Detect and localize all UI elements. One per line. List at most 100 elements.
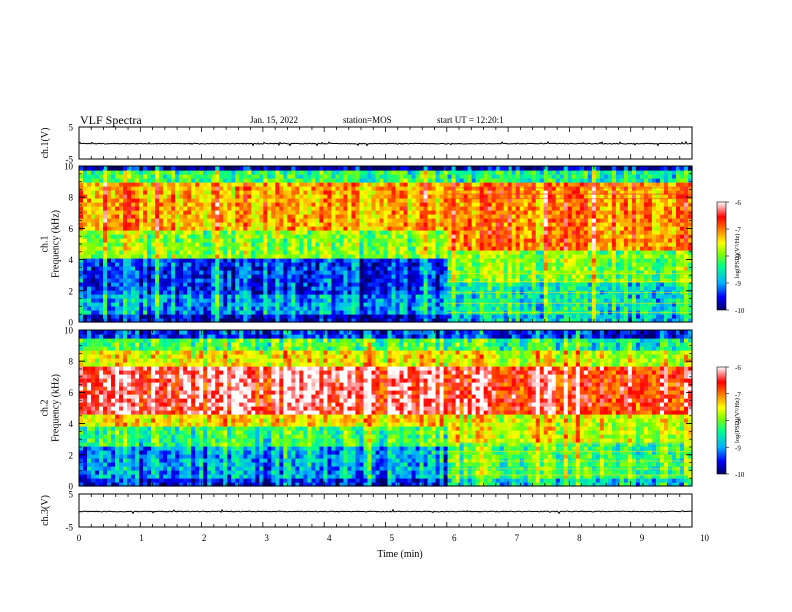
spectrogram-cell [159, 298, 164, 303]
spectrogram-cell [363, 302, 369, 307]
spectrogram-cell [583, 170, 589, 175]
spectrogram-cell [251, 258, 256, 263]
spectrogram-cell [231, 206, 236, 211]
spectrogram-cell [135, 234, 140, 239]
spectrogram-cell [143, 262, 148, 267]
spectrogram-cell [447, 294, 453, 299]
spectrogram-cell [551, 170, 557, 175]
spectrogram-cell [535, 230, 541, 235]
spectrogram-cell [479, 242, 485, 247]
spectrogram-cell [267, 298, 272, 303]
spectrogram-cell [279, 190, 284, 195]
spectrogram-cell [359, 310, 365, 315]
spectrogram-cell [295, 174, 300, 179]
spectrogram-cell [375, 270, 381, 275]
spectrogram-cell [587, 214, 593, 219]
spectrogram-cell [155, 290, 160, 295]
spectrogram-cell [571, 190, 577, 195]
spectrogram-cell [179, 194, 184, 199]
spectrogram-cell [395, 302, 401, 307]
spectrogram-cell [443, 274, 449, 279]
spectrogram-cell [163, 194, 168, 199]
spectrogram-cell [171, 170, 176, 175]
spectrogram-cell [467, 194, 473, 199]
spectrogram-cell [227, 302, 232, 307]
spectrogram-cell [187, 306, 192, 311]
spectrogram-cell [487, 282, 493, 287]
spectrogram-cell [119, 214, 124, 219]
spectrogram-cell [315, 278, 320, 283]
spectrogram-cell [187, 178, 192, 183]
spectrogram-cell [403, 318, 409, 323]
spectrogram-cell [295, 262, 300, 267]
spectrogram-cell [79, 310, 84, 315]
spectrogram-cell [303, 182, 308, 187]
spectrogram-cell [439, 262, 445, 267]
spectrogram-cell [195, 178, 200, 183]
spectrogram-cell [511, 270, 517, 275]
spectrogram-cell [219, 306, 224, 311]
spectrogram-cell [555, 282, 561, 287]
spectrogram-cell [395, 226, 401, 231]
spectrogram-cell [83, 282, 88, 287]
spectrogram-cell [495, 222, 501, 227]
spectrogram-cell [187, 262, 192, 267]
spectrogram-cell [255, 302, 260, 307]
spectrogram-cell [391, 306, 397, 311]
spectrogram-cell [231, 178, 236, 183]
spectrogram-cell [395, 258, 401, 263]
spectrogram-cell [527, 318, 533, 323]
spectrogram-cell [411, 214, 417, 219]
spectrogram-cell [83, 318, 88, 323]
spectrogram-cell [339, 198, 345, 203]
spectrogram-cell [523, 198, 529, 203]
spectrogram-cell [347, 174, 353, 179]
spectrogram-cell [227, 202, 232, 207]
spectrogram-cell [207, 286, 212, 291]
spectrogram-cell [267, 314, 272, 319]
spectrogram-cell [499, 166, 505, 171]
spectrogram-cell [147, 218, 152, 223]
spectrogram-cell [571, 314, 577, 319]
spectrogram-cell [267, 174, 272, 179]
spectrogram-cell [423, 214, 429, 219]
spectrogram-cell [143, 286, 148, 291]
spectrogram-cell [543, 306, 549, 311]
spectrogram-cell [431, 218, 437, 223]
spectrogram-cell [307, 298, 312, 303]
spectrogram-cell [223, 170, 228, 175]
spectrogram-cell [91, 314, 96, 319]
spectrogram-cell [123, 206, 128, 211]
spectrogram-cell [491, 302, 497, 307]
spectrogram-cell [339, 178, 345, 183]
spectrogram-cell [435, 286, 441, 291]
spectrogram-cell [251, 190, 256, 195]
spectrogram-cell [199, 190, 204, 195]
spectrogram-cell [319, 262, 324, 267]
spectrogram-cell [271, 190, 276, 195]
spectrogram-cell [335, 318, 341, 323]
spectrogram-cell [343, 206, 349, 211]
spectrogram-cell [447, 222, 453, 227]
spectrogram-cell [451, 294, 457, 299]
spectrogram-cell [191, 282, 196, 287]
spectrogram-cell [307, 310, 312, 315]
spectrogram-cell [519, 250, 525, 255]
spectrogram-cell [179, 250, 184, 255]
spectrogram-cell [491, 234, 497, 239]
spectrogram-cell [363, 310, 369, 315]
spectrogram-cell [103, 174, 108, 179]
spectrogram-cell [559, 262, 565, 267]
spectrogram-cell [531, 262, 537, 267]
spectrogram-cell [223, 210, 228, 215]
spectrogram-cell [283, 166, 288, 171]
spectrogram-cell [199, 294, 204, 299]
spectrogram-cell [167, 306, 172, 311]
spectrogram-cell [455, 186, 461, 191]
spectrogram-cell [339, 226, 345, 231]
spectrogram-cell [503, 190, 509, 195]
spectrogram-cell [571, 242, 577, 247]
spectrogram-cell [579, 198, 585, 203]
spectrogram-cell [163, 198, 168, 203]
spectrogram-cell [295, 218, 300, 223]
